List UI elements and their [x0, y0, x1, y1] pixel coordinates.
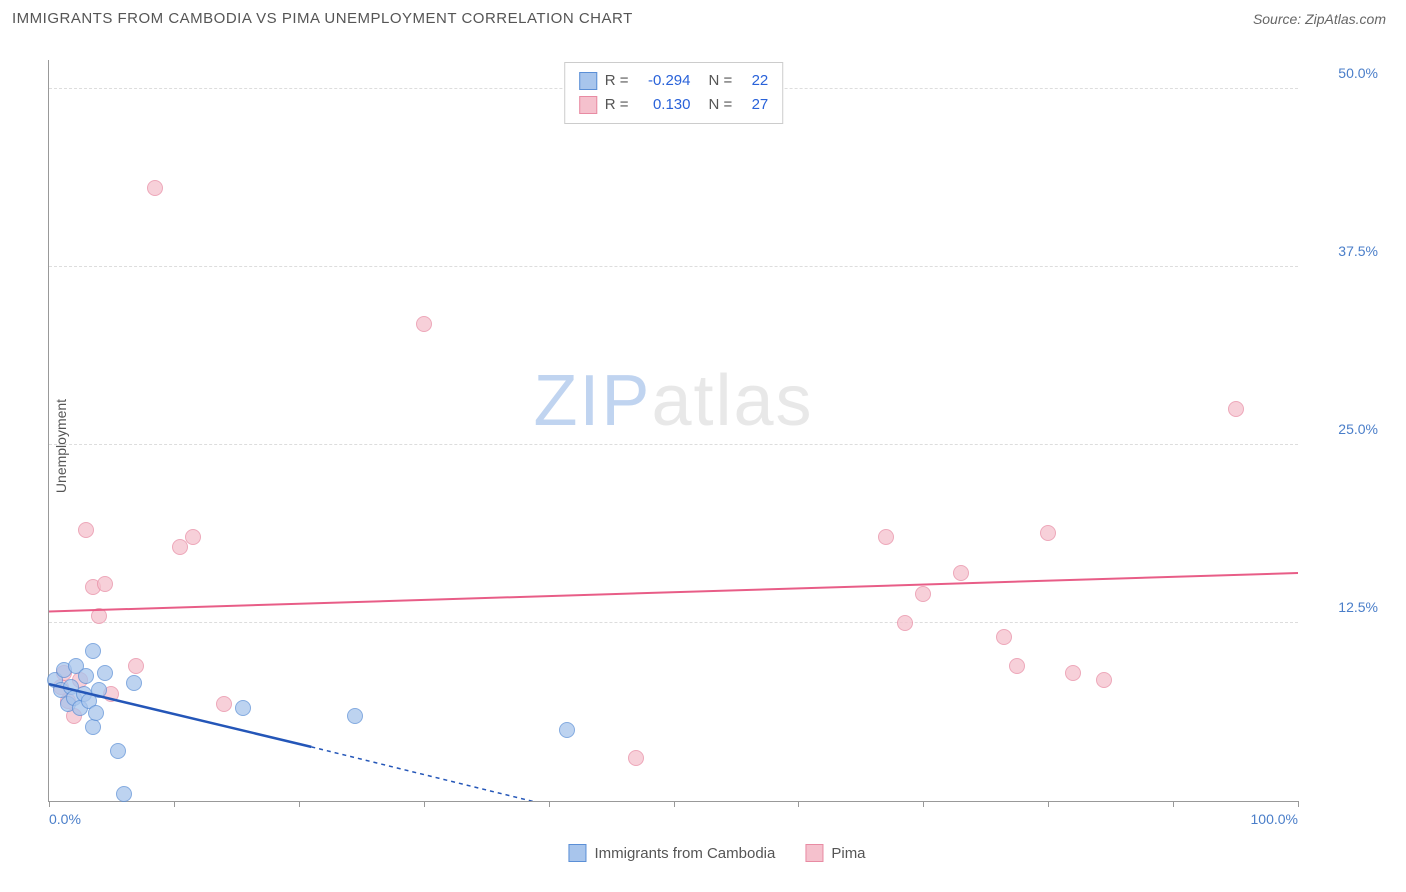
- y-tick-label: 12.5%: [1308, 599, 1378, 615]
- source-attribution: Source: ZipAtlas.com: [1253, 11, 1386, 27]
- series-legend: Immigrants from Cambodia Pima: [568, 844, 865, 862]
- chart-title: IMMIGRANTS FROM CAMBODIA VS PIMA UNEMPLO…: [12, 10, 633, 27]
- correlation-legend: R = -0.294 N = 22 R = 0.130 N = 27: [564, 62, 784, 124]
- legend-swatch-pink: [579, 96, 597, 114]
- legend-swatch-blue: [579, 72, 597, 90]
- legend-swatch-blue-icon: [568, 844, 586, 862]
- x-tick: [798, 801, 799, 807]
- x-tick: [1048, 801, 1049, 807]
- x-tick: [1298, 801, 1299, 807]
- r-value-blue: -0.294: [637, 69, 691, 93]
- n-value-blue: 22: [740, 69, 768, 93]
- x-tick: [923, 801, 924, 807]
- x-tick: [174, 801, 175, 807]
- x-tick-label: 0.0%: [49, 811, 81, 827]
- x-tick: [549, 801, 550, 807]
- series-label-pink: Pima: [831, 845, 865, 862]
- x-tick: [1173, 801, 1174, 807]
- legend-row-blue: R = -0.294 N = 22: [579, 69, 769, 93]
- chart-header: IMMIGRANTS FROM CAMBODIA VS PIMA UNEMPLO…: [0, 0, 1406, 35]
- chart-container: Unemployment ZIPatlas R = -0.294 N = 22 …: [48, 60, 1386, 832]
- legend-swatch-pink-icon: [805, 844, 823, 862]
- x-tick: [299, 801, 300, 807]
- x-tick: [49, 801, 50, 807]
- legend-row-pink: R = 0.130 N = 27: [579, 93, 769, 117]
- y-tick-label: 37.5%: [1308, 243, 1378, 259]
- plot-area: ZIPatlas R = -0.294 N = 22 R = 0.130 N =…: [48, 60, 1298, 802]
- x-tick: [674, 801, 675, 807]
- n-value-pink: 27: [740, 93, 768, 117]
- trend-lines: [49, 60, 1298, 801]
- legend-item-blue: Immigrants from Cambodia: [568, 844, 775, 862]
- r-value-pink: 0.130: [637, 93, 691, 117]
- y-tick-label: 25.0%: [1308, 421, 1378, 437]
- x-tick: [424, 801, 425, 807]
- legend-item-pink: Pima: [805, 844, 865, 862]
- x-tick-label: 100.0%: [1251, 811, 1298, 827]
- y-tick-label: 50.0%: [1308, 65, 1378, 81]
- series-label-blue: Immigrants from Cambodia: [594, 845, 775, 862]
